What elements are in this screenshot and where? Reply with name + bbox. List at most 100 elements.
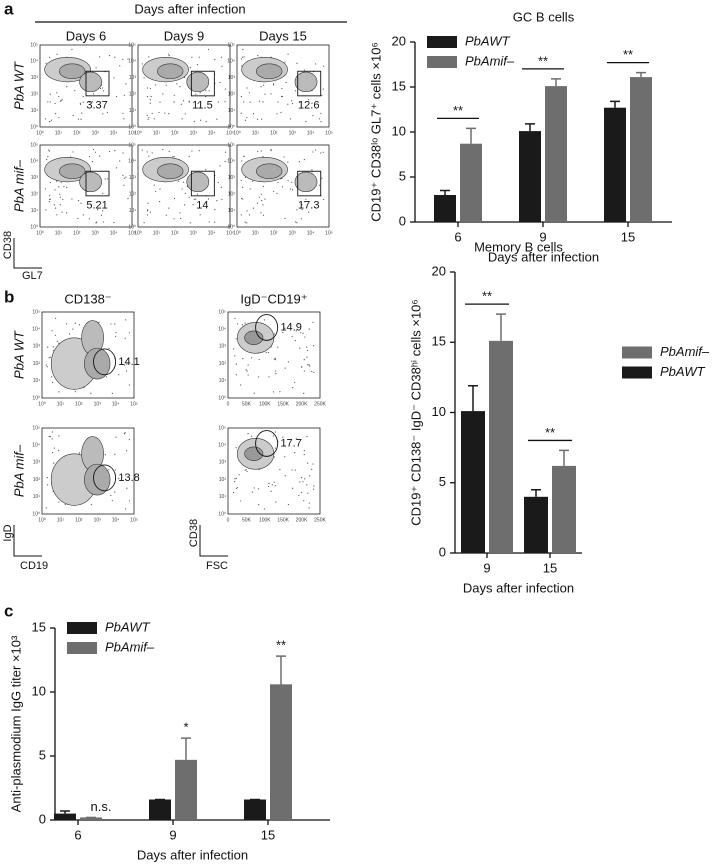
flow-axis-label: CD38: [188, 519, 200, 547]
event-dot: [267, 485, 270, 488]
flow-tick: 10⁴: [110, 130, 118, 136]
flow-tick: 10¹: [31, 108, 39, 114]
event-dot: [281, 95, 284, 98]
event-dot: [184, 113, 186, 115]
flow-tick: 10¹: [57, 517, 65, 523]
row-label: PbA WT: [11, 61, 26, 110]
event-dot: [241, 324, 243, 326]
axis-arrow: [199, 525, 228, 557]
event-dot: [51, 376, 53, 378]
event-dot: [283, 156, 285, 158]
density-contour: [186, 171, 210, 193]
event-dot: [94, 151, 97, 153]
flow-tick: 10²: [31, 192, 39, 198]
event-dot: [114, 453, 116, 455]
event-dot: [305, 121, 307, 123]
event-dot: [274, 447, 276, 449]
event-dot: [257, 55, 259, 57]
flow-tick: 10³: [228, 175, 236, 181]
event-dot: [48, 150, 51, 152]
event-dot: [243, 155, 245, 158]
event-dot: [56, 340, 58, 342]
bar: [54, 813, 76, 820]
event-dot: [74, 90, 76, 92]
event-dot: [274, 370, 277, 372]
density-contour: [256, 163, 283, 179]
event-dot: [243, 101, 245, 103]
event-dot: [125, 319, 127, 321]
event-dot: [234, 478, 236, 480]
event-dot: [173, 218, 175, 220]
flow-axis-label: IgD: [2, 524, 14, 541]
flow-tick: 10³: [92, 130, 100, 136]
event-dot: [149, 87, 151, 90]
event-dot: [162, 93, 164, 95]
event-dot: [251, 357, 253, 359]
event-dot: [47, 346, 49, 348]
flow-tick: 10¹: [129, 108, 137, 114]
event-dot: [82, 96, 84, 98]
event-dot: [287, 103, 289, 105]
event-dot: [301, 491, 303, 493]
flow-tick: 10³: [129, 175, 137, 181]
event-dot: [59, 193, 61, 195]
y-tick-label: 10: [392, 123, 406, 138]
event-dot: [54, 112, 57, 115]
event-dot: [298, 101, 300, 103]
flow-tick: 10²: [270, 230, 278, 236]
event-dot: [220, 56, 222, 58]
event-dot: [165, 214, 167, 216]
bar: [270, 684, 292, 820]
event-dot: [54, 207, 57, 209]
event-dot: [92, 148, 95, 151]
event-dot: [273, 84, 275, 86]
event-dot: [115, 331, 117, 334]
density-plot: [236, 144, 330, 228]
event-dot: [173, 94, 175, 96]
event-dot: [58, 501, 60, 503]
flow-tick: 50K: [242, 401, 252, 407]
event-dot: [260, 86, 262, 88]
event-dot: [248, 92, 251, 94]
event-dot: [253, 392, 255, 394]
event-dot: [52, 346, 54, 348]
y-tick-label: 5: [399, 168, 406, 183]
flow-tick: 10¹: [153, 130, 161, 136]
flow-tick: 10⁵: [30, 142, 38, 148]
event-dot: [63, 185, 65, 188]
event-dot: [155, 84, 157, 86]
event-dot: [219, 81, 221, 84]
event-dot: [153, 184, 155, 186]
event-dot: [147, 118, 149, 120]
event-dot: [275, 501, 277, 503]
event-dot: [198, 56, 200, 58]
event-dot: [253, 487, 255, 489]
event-dot: [53, 204, 55, 206]
flow-tick: 10⁵: [128, 130, 136, 136]
column-label: Days 6: [66, 28, 106, 43]
flow-tick: 10⁰: [36, 130, 44, 136]
event-dot: [307, 211, 310, 213]
bar: [489, 340, 513, 553]
event-dot: [58, 342, 60, 344]
event-dot: [155, 190, 157, 193]
event-dot: [258, 358, 260, 361]
flow-tick: 50K: [242, 517, 252, 523]
event-dot: [195, 198, 197, 200]
event-dot: [238, 474, 240, 476]
event-dot: [148, 116, 150, 119]
event-dot: [284, 475, 286, 477]
bar: [149, 799, 171, 820]
event-dot: [191, 56, 193, 58]
flow-header: Days after infection: [134, 1, 245, 16]
event-dot: [71, 48, 73, 51]
event-dot: [77, 200, 80, 202]
event-dot: [60, 100, 62, 102]
event-dot: [270, 150, 272, 152]
event-dot: [273, 333, 275, 335]
y-tick-label: 5: [439, 474, 446, 489]
event-dot: [246, 116, 248, 119]
flow-tick: 10³: [33, 460, 41, 466]
event-dot: [56, 53, 58, 55]
event-dot: [165, 84, 167, 86]
